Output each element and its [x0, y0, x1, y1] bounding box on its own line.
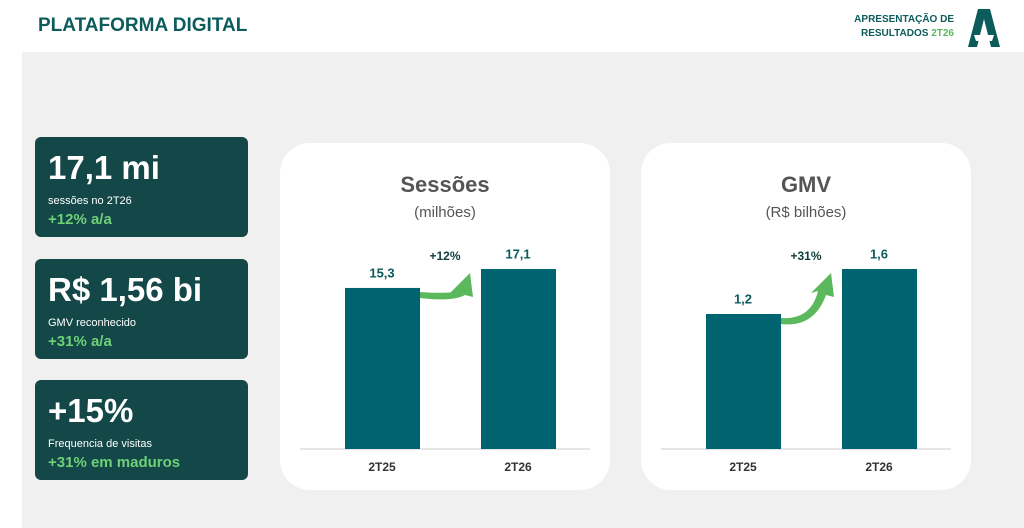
value-label: 15,3 [369, 265, 394, 280]
logo [968, 9, 1000, 47]
value-label: 1,6 [870, 246, 888, 261]
page-title: PLATAFORMA DIGITAL [38, 15, 248, 36]
kpi-value: 17,1 mi [48, 149, 160, 186]
growth-annotation: +12% [429, 249, 460, 263]
bar [345, 287, 420, 449]
kpi-card: 17,1 mi sessões no 2T26 +12% a/a [35, 137, 248, 237]
chart-subtitle: (R$ bilhões) [766, 204, 847, 221]
report-period: 2T26 [931, 28, 954, 39]
x-tick-label: 2T26 [504, 460, 532, 474]
chart-subtitle: (milhões) [414, 204, 476, 221]
kpi-label: Frequencia de visitas [48, 438, 152, 450]
kpi-card: R$ 1,56 bi GMV reconhecido +31% a/a [35, 258, 248, 359]
kpi-value: +15% [48, 392, 134, 429]
kpi-label: GMV reconhecido [48, 316, 137, 329]
report-line: RESULTADOS 2T26 [854, 27, 954, 41]
kpi-change: +31% a/a [48, 332, 112, 350]
report-line: RESULTADOS [861, 28, 929, 39]
kpi-card: +15% Frequencia de visitas +31% em maduros [35, 380, 248, 480]
growth-annotation: +31% [790, 249, 821, 263]
chart-title: Sessões [400, 172, 489, 197]
kpi-change: +31% em maduros [48, 454, 181, 471]
report-label: APRESENTAÇÃO DE RESULTADOS 2T26 [854, 13, 954, 41]
x-tick-label: 2T25 [729, 460, 757, 474]
chart-title: GMV [781, 172, 831, 197]
growth-arrow [781, 273, 834, 325]
kpi-change: +12% a/a [48, 211, 112, 228]
kpi-value: R$ 1,56 bi [48, 270, 203, 308]
x-tick-label: 2T25 [368, 460, 396, 474]
value-label: 17,1 [505, 246, 530, 261]
bar [842, 269, 917, 449]
report-line: APRESENTAÇÃO DE [854, 14, 954, 25]
growth-arrow [420, 273, 473, 300]
kpi-label: sessões no 2T26 [48, 195, 132, 207]
value-label: 1,2 [734, 291, 752, 306]
bar [481, 269, 556, 449]
x-tick-label: 2T26 [865, 460, 893, 474]
bar [706, 314, 781, 449]
